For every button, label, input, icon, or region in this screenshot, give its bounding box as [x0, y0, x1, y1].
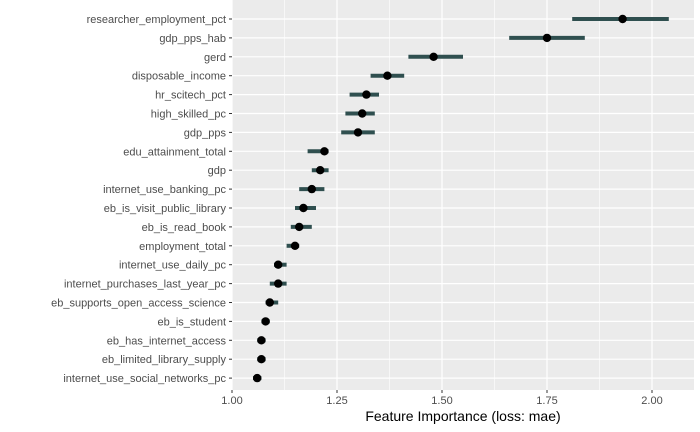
x-axis-tick-labels: 1.00 1.25 1.50 1.75 2.00: [221, 395, 662, 407]
importance-points: [253, 14, 627, 383]
y-tick-label: researcher_employment_pct: [87, 14, 226, 26]
x-tick-label: 2.00: [641, 395, 662, 407]
y-tick-label: internet_use_social_networks_pc: [63, 373, 226, 385]
importance-point: [353, 128, 363, 137]
y-axis-ticks: [229, 18, 232, 379]
importance-point: [290, 241, 300, 250]
importance-point: [295, 222, 304, 232]
importance-point: [320, 147, 329, 156]
y-tick-label: eb_has_internet_access: [107, 335, 227, 347]
importance-point: [261, 317, 270, 326]
y-tick-label: gdp_pps: [184, 127, 227, 139]
y-tick-label: hr_scitech_pct: [155, 90, 226, 102]
y-axis-tick-labels: researcher_employment_pct gdp_pps_habgerd…: [51, 14, 226, 385]
importance-point: [274, 279, 283, 288]
y-tick-label: internet_use_banking_pc: [103, 184, 226, 196]
importance-point: [307, 184, 316, 194]
x-tick-label: 1.75: [536, 395, 557, 407]
x-tick-label: 1.50: [431, 395, 452, 407]
y-tick-label: eb_is_student: [158, 316, 227, 328]
y-tick-label: internet_purchases_last_year_pc: [64, 279, 227, 291]
y-tick-label: eb_supports_open_access_science: [51, 298, 226, 310]
importance-point: [299, 203, 308, 213]
y-tick-label: eb_is_read_book: [142, 222, 227, 234]
y-tick-label: gdp_pps_hab: [159, 33, 226, 45]
y-tick-label: gdp: [208, 165, 226, 177]
gridlines: [231, 0, 694, 390]
importance-point: [316, 166, 325, 175]
importance-point: [618, 14, 627, 24]
x-axis-title: Feature Importance (loss: mae): [365, 408, 560, 424]
y-tick-label: eb_is_visit_public_library: [104, 203, 227, 215]
importance-point: [257, 355, 266, 364]
y-tick-label: disposable_income: [132, 71, 226, 83]
x-tick-label: 1.00: [221, 395, 242, 407]
y-tick-label: eb_limited_library_supply: [102, 354, 227, 366]
y-tick-label: internet_use_daily_pc: [119, 260, 227, 272]
importance-point: [257, 336, 266, 345]
y-tick-label: high_skilled_pc: [151, 109, 227, 121]
importance-point: [429, 52, 438, 61]
importance-point: [362, 90, 371, 99]
x-tick-label: 1.25: [326, 395, 347, 407]
importance-point: [542, 33, 552, 43]
y-tick-label: edu_attainment_total: [123, 146, 226, 158]
importance-point: [274, 260, 283, 269]
x-axis-ticks: [231, 390, 653, 393]
y-tick-label: employment_total: [139, 241, 226, 253]
plot-panel: [232, 0, 694, 390]
importance-point: [383, 71, 392, 80]
importance-point: [265, 298, 274, 307]
y-tick-label: gerd: [204, 52, 226, 64]
importance-point: [253, 373, 262, 383]
importance-point: [358, 109, 367, 118]
